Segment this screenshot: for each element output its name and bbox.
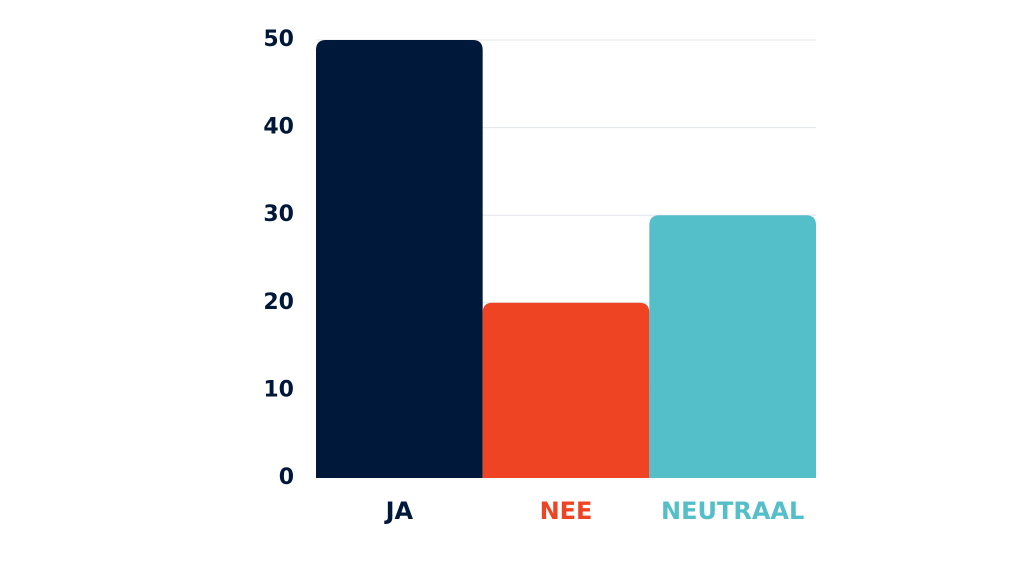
x-category-label-ja: JA: [384, 497, 414, 525]
bar-ja: [316, 40, 483, 478]
y-tick-label: 50: [263, 27, 294, 52]
y-tick-label: 20: [263, 290, 294, 315]
bar-nee: [482, 302, 650, 478]
bars: [316, 40, 816, 478]
x-category-label-nee: NEE: [540, 497, 593, 525]
y-tick-label: 10: [263, 377, 294, 402]
y-tick-label: 0: [279, 465, 294, 490]
y-tick-label: 40: [263, 115, 294, 140]
y-tick-label: 30: [263, 202, 294, 227]
x-axis: JA NEE NEUTRAAL: [384, 497, 805, 525]
y-axis: 0 10 20 30 40 50: [263, 27, 294, 490]
x-category-label-neutraal: NEUTRAAL: [661, 497, 804, 525]
bar-neutraal: [649, 215, 816, 478]
